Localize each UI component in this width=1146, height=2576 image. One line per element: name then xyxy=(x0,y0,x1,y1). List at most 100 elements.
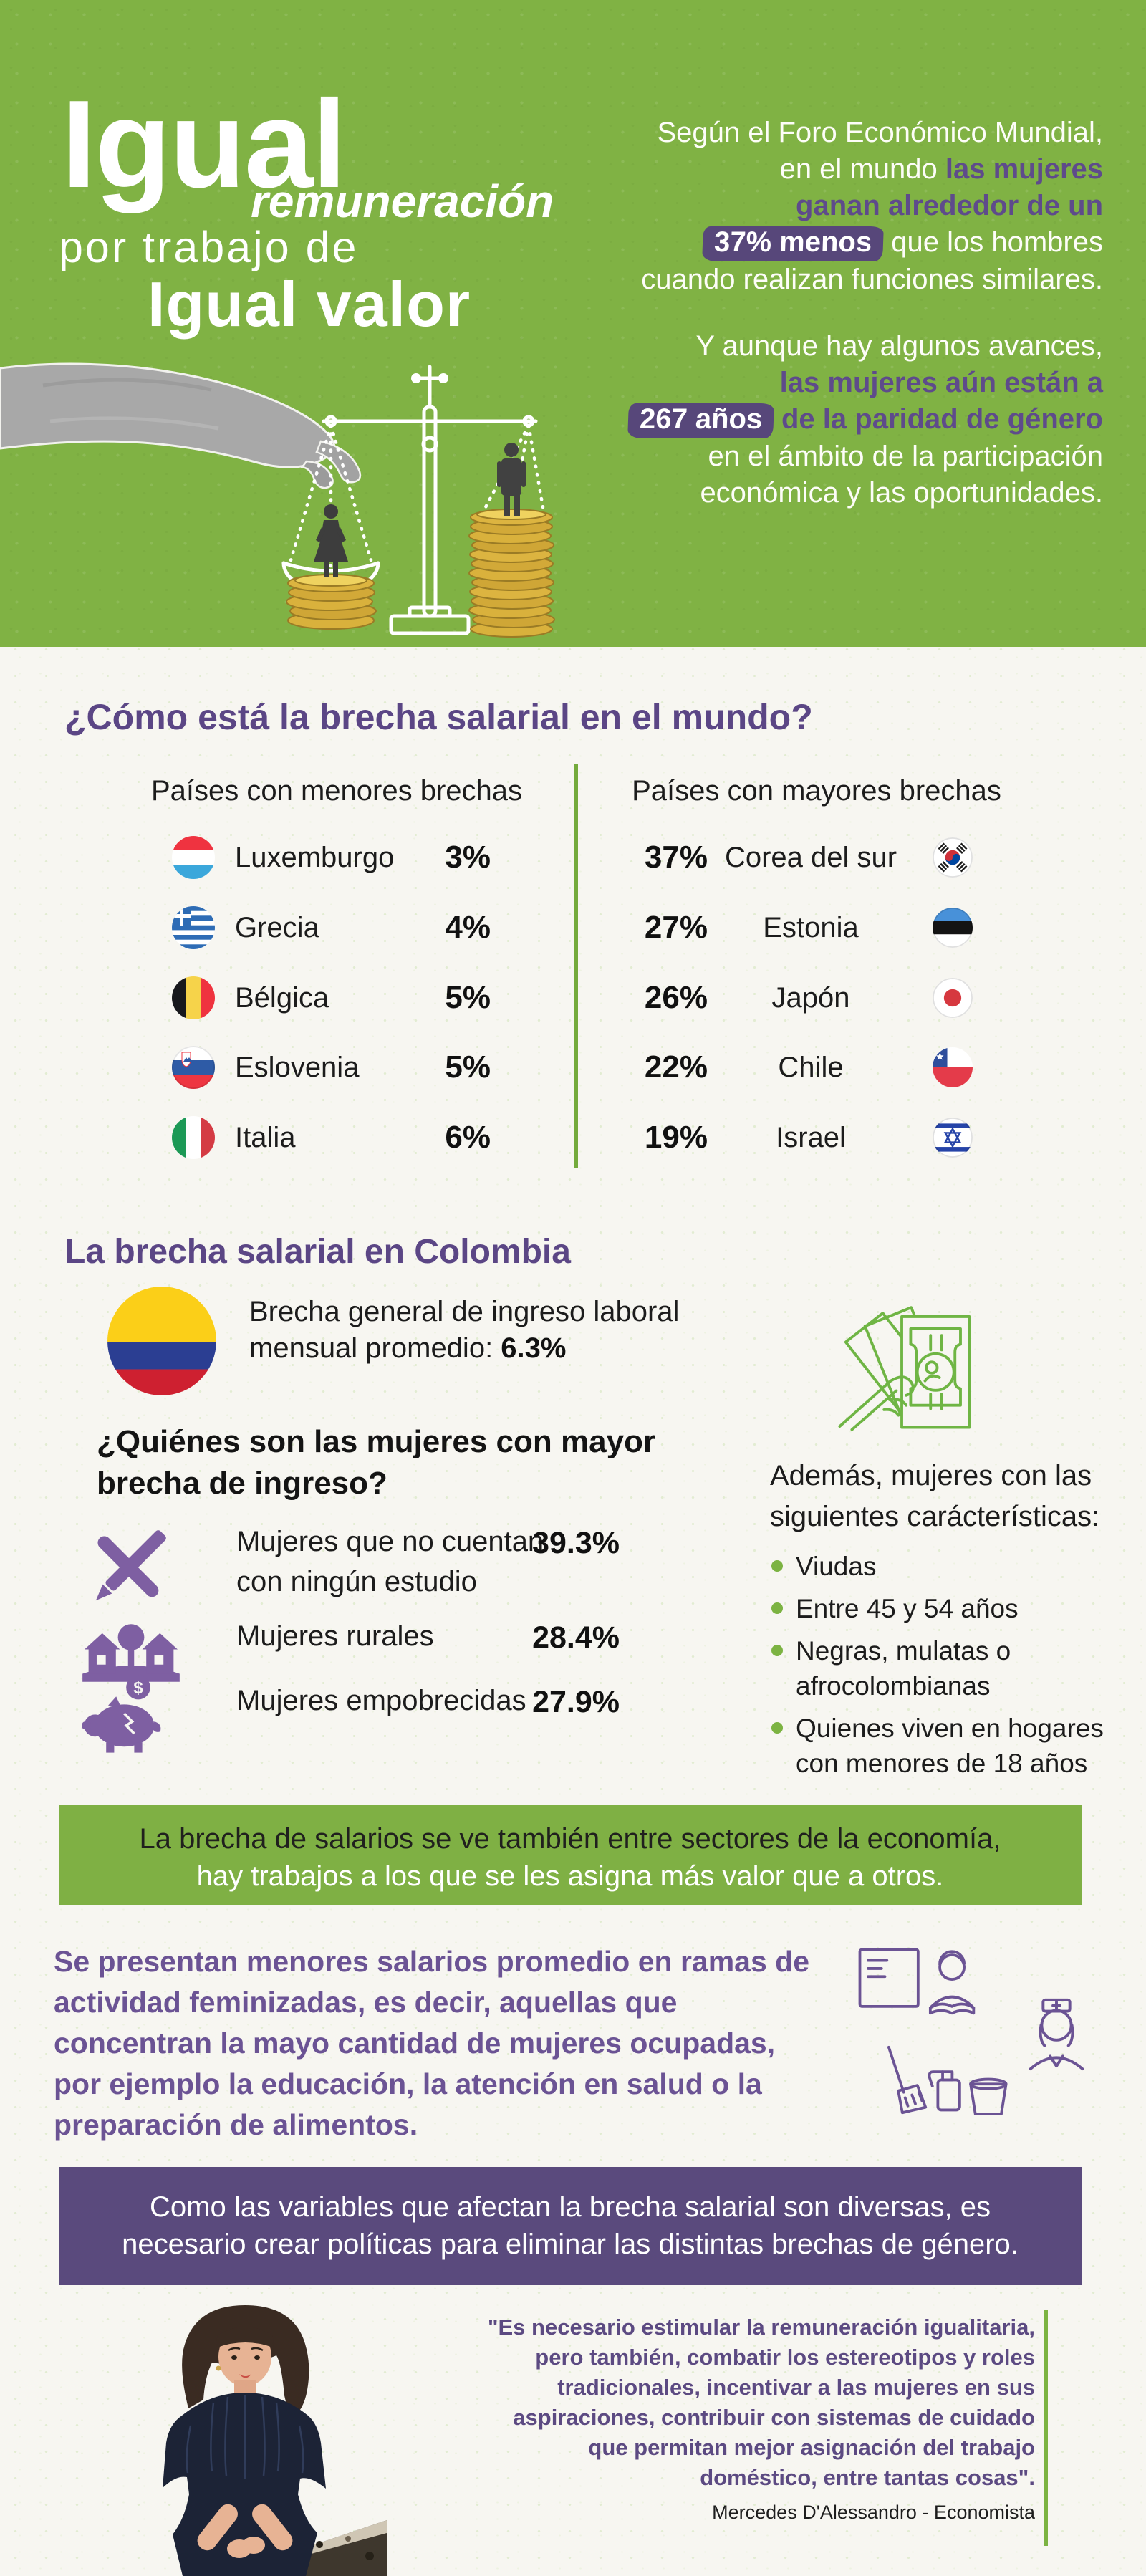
teacher-icon xyxy=(858,1948,976,2015)
flag-luxembourg-icon xyxy=(172,836,215,879)
flag-greece-icon xyxy=(172,906,215,949)
hero-title-line2: remuneración xyxy=(251,176,554,227)
general-gap-text: Brecha general de ingreso laboral mensual… xyxy=(249,1296,680,1364)
quote-accent-rule xyxy=(1044,2310,1048,2546)
hero-paragraph-1: Según el Foro Económico Mundial, en el mu… xyxy=(641,117,1103,295)
country-name: Bélgica xyxy=(235,982,329,1014)
scale-icon xyxy=(281,365,545,635)
question-line2: brecha de ingreso? xyxy=(97,1466,387,1501)
country-name: Japón xyxy=(771,982,850,1014)
paragraph-line: actividad feminizadas, es decir, aquella… xyxy=(54,1986,678,2019)
nurse-icon xyxy=(1029,1998,1084,2071)
woman-figurine-icon xyxy=(314,504,348,577)
rural-house-icon xyxy=(82,1624,180,1682)
flag-chile-icon xyxy=(933,1047,973,1087)
gap-group-label: con ningún estudio xyxy=(236,1566,477,1597)
flag-israel-icon xyxy=(933,1118,973,1158)
country-name: Chile xyxy=(778,1052,844,1083)
hero-paragraph-2: Y aunque hay algunos avances, las mujeres… xyxy=(594,328,1103,511)
gap-group-value: 27.9% xyxy=(532,1685,620,1719)
country-name: Estonia xyxy=(763,912,859,943)
balance-scale-artwork xyxy=(0,362,555,638)
policy-banner: Como las variables que afectan la brecha… xyxy=(59,2167,1082,2285)
gap-value: 19% xyxy=(644,1120,708,1155)
flag-slovenia-icon xyxy=(172,1046,215,1089)
piggy-bank-icon: $ xyxy=(82,1675,161,1753)
country-row: Bélgica 5% xyxy=(172,975,491,1021)
gap-value: 27% xyxy=(644,910,708,945)
quote-line: que permitan mejor asignación del trabaj… xyxy=(588,2435,1035,2460)
small-coin-stack-icon xyxy=(286,574,377,630)
country-row: Italia 6% xyxy=(172,1115,491,1160)
flag-colombia-icon xyxy=(107,1287,216,1395)
gap-value: 5% xyxy=(445,980,491,1015)
tall-coin-stack-icon xyxy=(468,509,555,638)
list-item: Quienes viven en hogares con menores de … xyxy=(770,1711,1112,1781)
country-row: Eslovenia 5% xyxy=(172,1044,491,1090)
flag-south-korea-icon xyxy=(933,837,973,878)
paragraph-line: Se presentan menores salarios promedio e… xyxy=(54,1945,810,1978)
column-title-lower-gaps: Países con menores brechas xyxy=(150,775,523,807)
country-row: 22% Chile xyxy=(630,1044,973,1090)
paragraph-line: por ejemplo la educación, la atención en… xyxy=(54,2067,762,2100)
hero-title-line3: por trabajo de xyxy=(59,223,359,271)
gap-value: 3% xyxy=(445,840,491,875)
characteristics-list: Viudas Entre 45 y 54 años Negras, mulata… xyxy=(770,1549,1112,1788)
banner-line1: Como las variables que afectan la brecha… xyxy=(150,2191,991,2223)
list-item: Negras, mulatas o afrocolombianas xyxy=(770,1633,1112,1703)
question-heading: ¿Quiénes son las mujeres con mayor brech… xyxy=(97,1421,655,1504)
gap-value: 6% xyxy=(445,1120,491,1155)
paragraph-line: preparación de alimentos. xyxy=(54,2108,418,2141)
gap-group-label: Mujeres que no cuentan xyxy=(236,1526,544,1557)
gap-group-value: 39.3% xyxy=(532,1526,620,1560)
quote-line: "Es necesario estimular la remuneración … xyxy=(487,2315,1035,2340)
gap-value: 37% xyxy=(644,840,708,875)
economist-photo xyxy=(163,2305,387,2576)
money-in-hand-icon xyxy=(838,1306,971,1431)
country-name: Corea del sur xyxy=(724,842,897,873)
section-heading-colombia: La brecha salarial en Colombia xyxy=(64,1233,571,1271)
svg-text:$: $ xyxy=(133,1678,143,1698)
quote-line: aspiraciones, contribuir con sistemas de… xyxy=(513,2405,1035,2430)
gap-group-label: Mujeres rurales xyxy=(236,1620,434,1652)
ademas-line1: Además, mujeres con las xyxy=(770,1460,1092,1491)
gap-group-label: Mujeres empobrecidas xyxy=(236,1685,526,1716)
country-name: Italia xyxy=(235,1122,296,1153)
country-row: Luxemburgo 3% xyxy=(172,835,491,880)
cleaning-supplies-icon xyxy=(887,2045,1008,2116)
column-title-higher-gaps: Países con mayores brechas xyxy=(632,775,1001,807)
list-item: Entre 45 y 54 años xyxy=(770,1591,1112,1626)
quote-line: pero también, combatir los estereotipos … xyxy=(535,2345,1035,2370)
flag-belgium-icon xyxy=(172,976,215,1019)
paragraph-line: concentran la mayo cantidad de mujeres o… xyxy=(54,2027,776,2060)
ademas-line2: siguientes carácterísticas: xyxy=(770,1501,1100,1532)
quote-line: tradicionales, incentivar a las mujeres … xyxy=(557,2375,1035,2400)
banner-line2: hay trabajos a los que se les asigna más… xyxy=(196,1860,944,1892)
gap-value: 5% xyxy=(445,1049,491,1085)
hero-title-line4: Igual valor xyxy=(148,269,471,340)
crossed-pencils-icon xyxy=(95,1530,166,1601)
gap-value: 22% xyxy=(644,1049,708,1085)
banner-line2: necesario crear políticas para eliminar … xyxy=(122,2229,1019,2260)
quote-text: "Es necesario estimular la remuneración … xyxy=(390,2312,1035,2493)
flag-italy-icon xyxy=(172,1116,215,1159)
country-row: 37% Corea del sur xyxy=(630,835,973,880)
section-heading-world: ¿Cómo está la brecha salarial en el mund… xyxy=(64,697,813,737)
feminized-paragraph: Se presentan menores salarios promedio e… xyxy=(54,1941,809,2145)
country-name: Grecia xyxy=(235,912,319,943)
banner-line1: La brecha de salarios se ve también entr… xyxy=(139,1823,1001,1855)
country-name: Luxemburgo xyxy=(235,842,395,873)
country-row: Grecia 4% xyxy=(172,905,491,951)
additional-characteristics-intro: Además, mujeres con las siguientes carác… xyxy=(770,1456,1099,1537)
sector-gap-banner: La brecha de salarios se ve también entr… xyxy=(59,1805,1082,1905)
man-figurine-icon xyxy=(497,443,526,516)
flag-estonia-icon xyxy=(933,908,973,948)
country-name: Eslovenia xyxy=(235,1052,360,1083)
country-name: Israel xyxy=(776,1122,846,1153)
hero-section: Igual remuneración por trabajo de Igual … xyxy=(0,0,1146,647)
flag-japan-icon xyxy=(933,978,973,1018)
country-row: 27% Estonia xyxy=(630,905,973,951)
country-row: 19% Israel xyxy=(630,1115,973,1160)
gap-group-value: 28.4% xyxy=(532,1620,620,1655)
